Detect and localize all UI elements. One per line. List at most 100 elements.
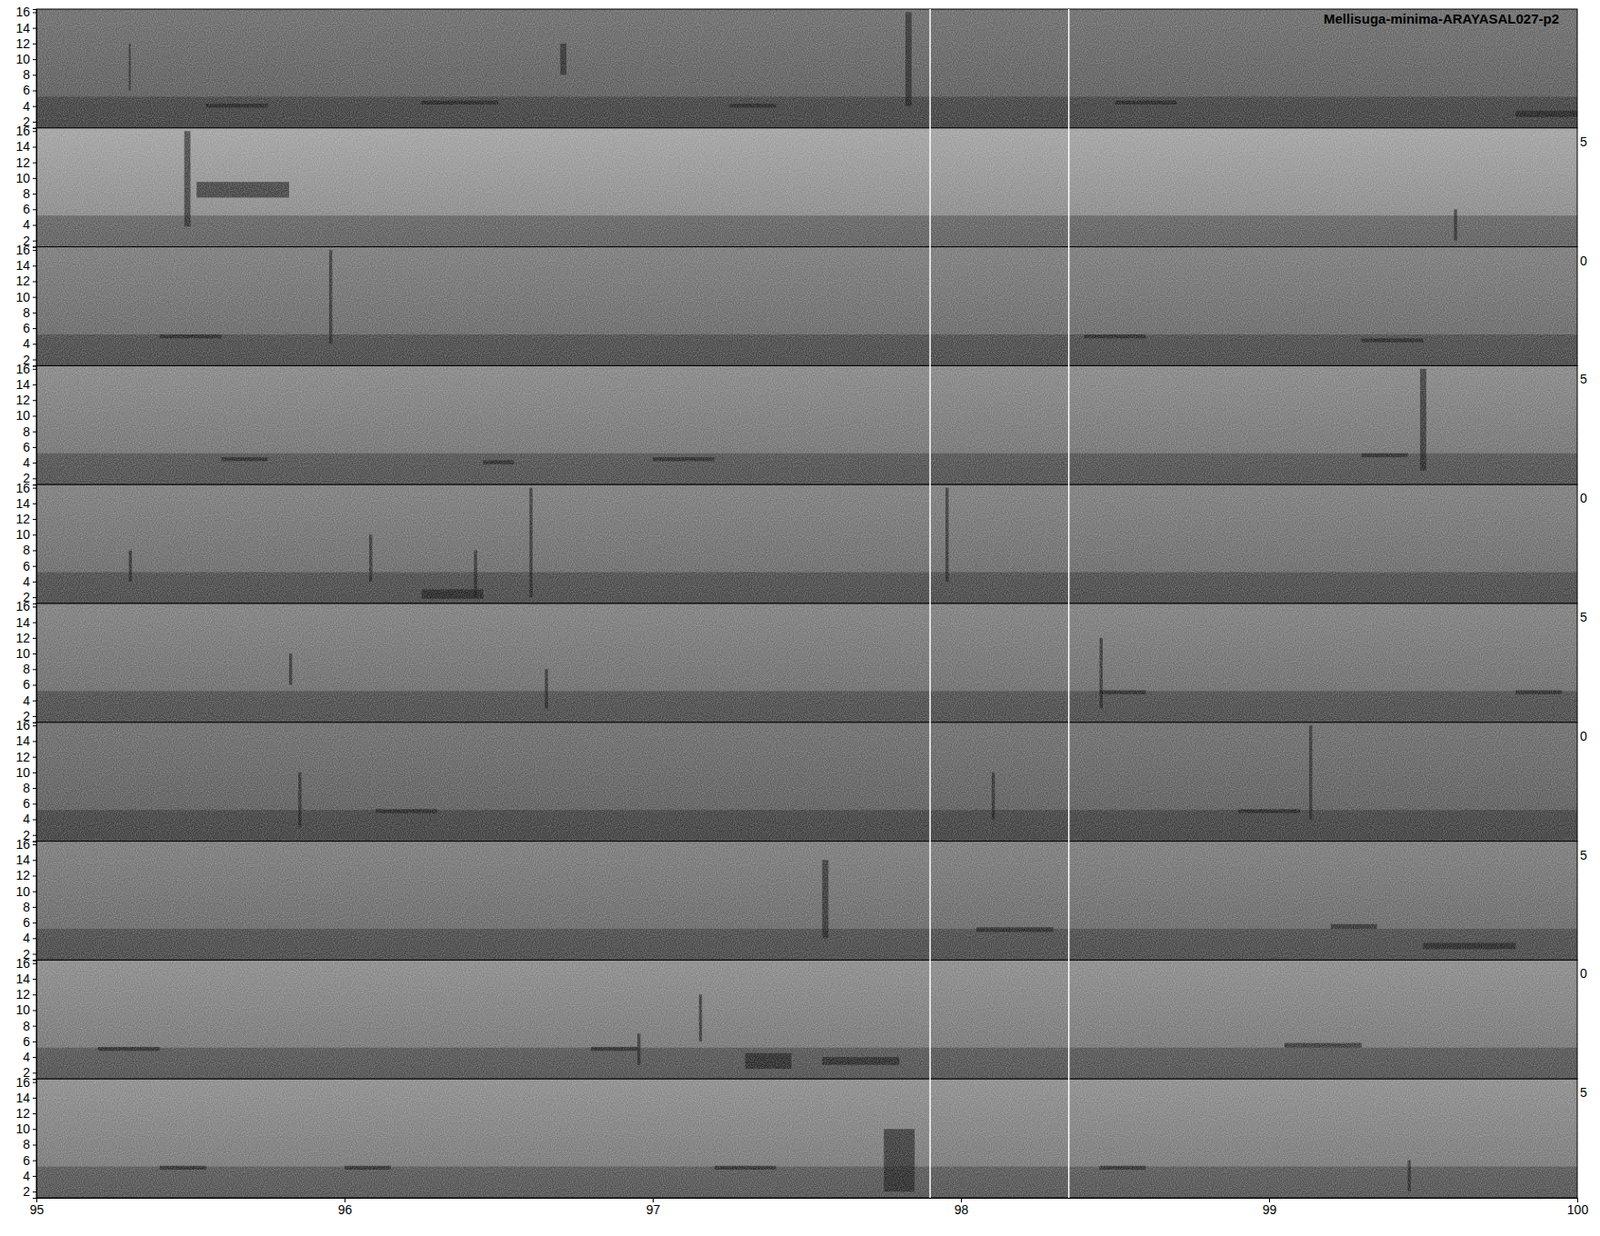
tick-mark [32, 1160, 37, 1162]
tick-mark [32, 431, 37, 433]
y-axis: 246810121416 [15, 956, 37, 1080]
grain [36, 484, 1578, 604]
panel: 2468101214165 [15, 123, 1588, 248]
tick-mark [32, 1144, 37, 1146]
tick-mark [32, 534, 37, 536]
row-label: 5 [1580, 848, 1588, 863]
tick-mark [32, 130, 37, 132]
grain [36, 603, 1578, 723]
tick: 10 [15, 884, 37, 900]
tick-mark [32, 28, 37, 30]
tick-mark [32, 400, 37, 401]
tick: 10 [15, 646, 37, 661]
tick-mark [32, 415, 37, 417]
tick-label: 12 [15, 987, 30, 1002]
panel-background [36, 484, 1578, 604]
axis-line [32, 366, 38, 486]
grain [36, 365, 1578, 485]
tick-mark [32, 606, 37, 608]
tick: 8 [22, 305, 37, 320]
tick: 4 [22, 811, 37, 827]
tick: 8 [22, 542, 37, 558]
tick: 14 [15, 258, 37, 273]
tick-label: 12 [15, 273, 30, 289]
tick-mark [32, 979, 37, 980]
tick-label: 100 [1567, 1202, 1590, 1218]
tick: 4 [22, 930, 37, 946]
panel-background [36, 128, 1578, 248]
tick-label: 8 [22, 67, 30, 82]
tick: 96 [338, 1198, 353, 1218]
tick: 4 [22, 574, 37, 590]
tick-mark [32, 146, 37, 148]
tick: 12 [15, 1106, 37, 1121]
spectrogram-marks [36, 365, 1578, 485]
tick-label: 10 [15, 884, 30, 900]
tick: 6 [22, 1153, 37, 1169]
shading [36, 365, 1578, 485]
tick: 14 [15, 139, 37, 154]
row-label: 0 [1580, 490, 1588, 506]
tick: 14 [15, 1090, 37, 1106]
chart: 2468101214162468101214165246810121416024… [0, 0, 1600, 1236]
tick: 14 [15, 852, 37, 868]
panel-frame [36, 247, 1578, 367]
tick: 16 [15, 1075, 37, 1090]
tick-label: 6 [22, 915, 30, 930]
shading [36, 841, 1578, 961]
tick: 98 [954, 1198, 970, 1218]
tick-mark [32, 369, 37, 370]
tick-label: 12 [15, 868, 30, 883]
tick-label: 14 [15, 139, 30, 154]
tick-label: 6 [22, 677, 30, 692]
tick-label: 14 [15, 1090, 30, 1106]
tick-label: 4 [22, 693, 30, 709]
tick-label: 8 [22, 900, 30, 915]
tick: 14 [15, 496, 37, 511]
row-label: 0 [1580, 966, 1588, 981]
tick-mark [32, 1191, 37, 1193]
panel: 2468101214160 [15, 242, 1588, 367]
tick-label: 16 [15, 956, 30, 971]
row-label: 5 [1580, 1085, 1588, 1100]
tick-mark [32, 250, 37, 251]
tick-mark [32, 1098, 37, 1100]
panel-frame [36, 484, 1578, 604]
tick-mark [32, 519, 37, 520]
tick-label: 8 [22, 661, 30, 677]
tick-label: 6 [22, 201, 30, 217]
axis-line [32, 722, 38, 842]
shading [36, 603, 1578, 723]
tick: 10 [15, 290, 37, 305]
tick-label: 16 [15, 599, 30, 614]
tick-label: 12 [15, 630, 30, 646]
panel-frame [36, 841, 1578, 961]
tick-label: 8 [22, 305, 30, 320]
shading [36, 1079, 1578, 1199]
grain [36, 722, 1578, 842]
panel-frame [36, 1079, 1578, 1199]
tick: 4 [22, 1050, 37, 1065]
panel-background [36, 960, 1578, 1080]
tick-label: 10 [15, 1121, 30, 1137]
tick-label: 4 [22, 1050, 30, 1065]
panel-background [36, 841, 1578, 961]
tick-mark [32, 922, 37, 924]
tick-label: 10 [15, 646, 30, 661]
tick: 8 [22, 1019, 37, 1034]
tick-mark [32, 1072, 37, 1074]
tick-mark [32, 328, 37, 330]
tick-label: 2 [22, 1184, 30, 1200]
spectrogram-marks [36, 960, 1578, 1080]
shading [36, 722, 1578, 842]
tick-label: 4 [22, 574, 30, 590]
spectrogram-marks [36, 603, 1578, 723]
tick: 12 [15, 155, 37, 170]
tick-mark [32, 1129, 37, 1130]
tick-mark [32, 280, 37, 282]
axis-line [37, 1199, 1579, 1204]
tick-mark [32, 725, 37, 727]
tick-label: 16 [15, 480, 30, 496]
tick-mark [32, 462, 37, 464]
tick-label: 97 [646, 1202, 661, 1218]
